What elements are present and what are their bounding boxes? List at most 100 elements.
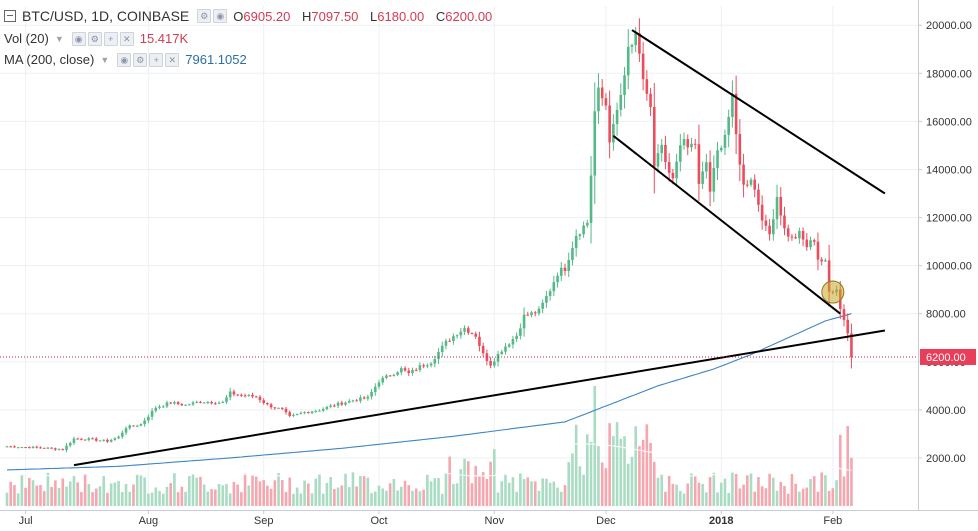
volume-bar [753,491,757,506]
volume-bar [422,489,425,506]
candle-body [712,168,716,192]
candle-body [507,344,511,347]
candle-body [392,374,396,376]
time-axis[interactable]: Jul Aug Sep Oct Nov Dec 2018 Feb [0,510,978,527]
candle-body [124,428,128,433]
volume-bar [31,480,35,506]
volume-bar [403,480,407,506]
candle-body [470,332,474,334]
candle-body [545,295,548,303]
candle-body [582,225,585,235]
volume-bar [649,442,652,506]
candle-body [187,404,191,406]
chevron-down-icon[interactable]: ▼ [54,33,64,44]
volume-bar [392,478,396,506]
volume-bar [533,481,537,506]
close-icon[interactable]: ✕ [165,52,180,67]
candle-body [786,228,790,237]
collapse-icon[interactable] [4,10,16,22]
candle-body [381,377,385,383]
volume-bar [411,490,414,506]
volume-bar [433,478,437,506]
price-axis[interactable]: 2000.004000.006000.008000.0010000.001200… [918,0,978,531]
candle-body [132,425,135,427]
volume-bar [385,490,388,506]
candle-body [626,46,630,76]
candle-body [772,219,775,235]
volume-bar [72,475,76,506]
candle-body [225,397,228,403]
volume-bar [664,491,667,506]
high-value: 7097.50 [311,8,359,24]
candle-body [254,396,258,398]
volume-bar [295,487,299,506]
volume-bar [686,483,690,506]
candle-body [388,375,392,377]
volume-bar [504,473,507,506]
candle-body [165,402,169,407]
volume-bar [511,477,515,506]
settings-icon[interactable]: ⚙ [133,52,148,67]
volume-bar [396,490,399,506]
volume-bar [388,483,392,506]
candle-body [266,403,269,405]
volume-bar [351,472,355,506]
volume-bar [336,487,340,506]
candle-body [522,314,526,329]
volume-bar [727,492,730,506]
volume-bar [731,472,734,506]
volume-bar [121,491,124,506]
trendlines [73,29,886,467]
candle-body [117,436,120,439]
volume-bar [280,480,284,506]
eye-icon[interactable]: ◉ [213,9,228,23]
volume-bar [310,493,314,506]
candle-body [251,394,254,397]
candle-body [340,402,344,405]
candle-body [333,405,336,407]
volume-bar [128,491,132,506]
eye-icon[interactable]: ◉ [71,31,86,46]
volume-bar [24,487,27,506]
volume-bar [850,457,853,506]
ohlc-values: O6905.20 H7097.50 L6180.00 C6200.00 [233,9,492,24]
volume-bar [9,481,13,506]
candle-body [641,53,645,80]
volume-bar [846,426,850,506]
volume-bar [202,484,206,506]
candle-body [824,260,827,262]
high-label: H [302,8,312,24]
low-label: L [370,8,378,24]
volume-bar [16,493,20,506]
chevron-down-icon[interactable]: ▼ [100,54,110,65]
close-icon[interactable]: ✕ [119,31,134,46]
plus-icon[interactable]: + [149,52,164,67]
volume-bar [507,482,511,506]
candle-body [20,447,24,449]
candle-body [530,312,533,316]
volume-bar [221,485,225,506]
volume-bar [225,484,228,506]
volume-bar [288,477,292,506]
eye-icon[interactable]: ◉ [117,52,132,67]
candle-body [519,328,522,336]
volume-bar [61,478,65,506]
candle-body [143,420,146,425]
candle-body [258,396,262,401]
settings-icon[interactable]: ⚙ [197,9,212,23]
plus-icon[interactable]: + [103,31,118,46]
volume-bar [65,486,68,506]
volume-bar [440,493,444,506]
candle-body [299,413,303,415]
volume-bar [154,487,158,506]
candle-body [377,382,381,387]
volume-bar [318,474,321,506]
volume-bar [414,488,418,506]
candle-body [723,134,727,148]
candle-body [366,396,370,399]
settings-icon[interactable]: ⚙ [87,31,102,46]
candle-body [556,275,559,283]
volume-bar [567,462,571,506]
volume-bars [5,386,853,506]
